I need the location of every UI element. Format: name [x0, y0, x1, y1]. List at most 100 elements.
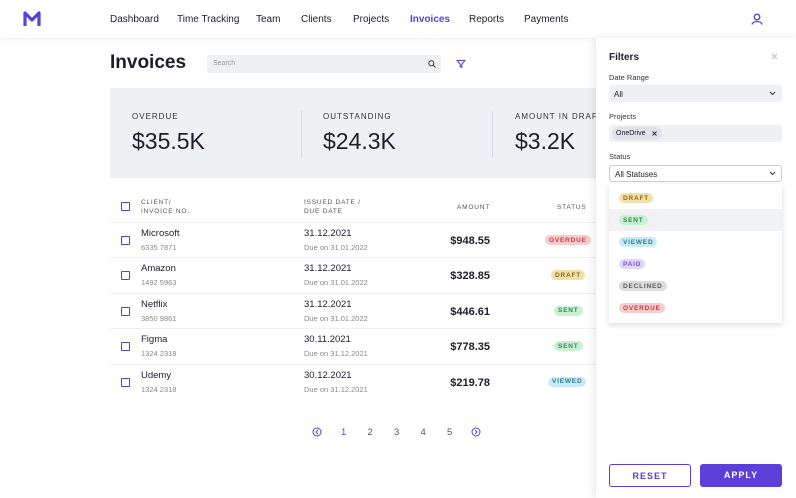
invoice-number: 1324 2318: [141, 349, 177, 359]
column-header: CLIENT/ INVOICE NO.: [141, 199, 190, 215]
chip-remove[interactable]: [651, 131, 657, 136]
row-divider: [110, 257, 596, 259]
status-select[interactable]: All Statuses: [609, 165, 782, 182]
issued-date: 30.12.2021: [304, 369, 352, 381]
page-link[interactable]: 2: [367, 427, 373, 438]
divider: [301, 111, 302, 157]
summary-label: AMOUNT IN DRAFT: [515, 112, 604, 121]
issued-date: 31.12.2021: [304, 298, 352, 310]
dropdown-option[interactable]: DECLINED: [609, 275, 782, 297]
top-nav: Dashboard Time Tracking Team Clients Pro…: [0, 0, 796, 38]
reset-button[interactable]: RESET: [609, 464, 691, 487]
due-date: Due on 31.12.2021: [304, 384, 368, 394]
due-date: Due on 31.01.2022: [304, 313, 368, 323]
status-badge: SENT: [554, 341, 583, 352]
status-badge: DRAFT: [551, 270, 586, 281]
page-current[interactable]: 1: [341, 427, 347, 438]
logo[interactable]: [23, 10, 41, 28]
status-badge: DRAFT: [619, 193, 654, 203]
nav-item[interactable]: Clients: [301, 14, 332, 25]
column-header: STATUS: [557, 204, 587, 211]
status-badge: SENT: [554, 305, 583, 316]
issued-date: 30.11.2021: [304, 334, 351, 346]
page-link[interactable]: 4: [420, 427, 426, 438]
status-badge: OVERDUE: [545, 235, 591, 245]
apply-button[interactable]: APPLY: [700, 464, 782, 487]
row-divider: [110, 328, 596, 330]
amount: $328.85: [450, 270, 490, 283]
row-divider: [110, 363, 596, 365]
checkbox[interactable]: [121, 377, 130, 387]
invoice-number: 3850 9861: [141, 313, 177, 323]
chevron: [769, 171, 776, 176]
client-name: Netflix: [141, 298, 168, 310]
dropdown-option[interactable]: OVERDUE: [609, 297, 782, 319]
client-name: Udemy: [141, 369, 172, 381]
panel-title: Filters: [609, 52, 640, 63]
invoice-number: 1324 2318: [141, 384, 177, 394]
issued-date: 31.12.2021: [304, 263, 352, 275]
due-date: Due on 31.01.2022: [304, 243, 368, 252]
field-label: Projects: [609, 112, 637, 121]
client-name: Amazon: [141, 263, 176, 275]
status-badge: DECLINED: [619, 281, 667, 291]
page-link[interactable]: 5: [447, 427, 453, 438]
amount: $446.61: [450, 305, 490, 318]
row-divider: [110, 222, 596, 223]
status-badge: PAID: [619, 259, 646, 269]
filter-panel: Filters Date Range All Projects OneDrive…: [596, 38, 796, 498]
checkbox[interactable]: [121, 342, 130, 352]
nav-item[interactable]: Reports: [469, 14, 505, 25]
nav-item[interactable]: Projects: [353, 14, 390, 25]
dropdown-option[interactable]: SENT: [609, 209, 782, 231]
profile-icon[interactable]: [751, 13, 763, 25]
summary-value: $24.3K: [323, 128, 396, 154]
status-badge: OVERDUE: [619, 303, 665, 313]
column-header: AMOUNT: [457, 204, 490, 211]
amount: $219.78: [450, 376, 490, 389]
project-chip[interactable]: OneDrive: [612, 127, 662, 140]
amount: $778.35: [450, 341, 490, 354]
checkbox[interactable]: [121, 236, 130, 245]
checkbox[interactable]: [121, 202, 130, 211]
next-page[interactable]: [471, 427, 481, 437]
summary-value: $35.5K: [132, 128, 205, 154]
client-name: Figma: [141, 334, 168, 346]
search-box[interactable]: Search: [207, 55, 441, 73]
field-label: Date Range: [609, 73, 650, 82]
issued-date: 31.12.2021: [304, 228, 352, 239]
checkbox[interactable]: [121, 306, 130, 316]
due-date: Due on 31.12.2021: [304, 349, 368, 359]
prev-page[interactable]: [312, 427, 322, 437]
status-dropdown: DRAFT SENT VIEWED PAID DECLINED OVERDUE: [609, 184, 782, 323]
amount: $948.55: [450, 235, 490, 247]
nav-item[interactable]: Dashboard: [110, 14, 159, 25]
nav-item[interactable]: Time Tracking: [177, 14, 240, 25]
summary-value: $3.2K: [515, 128, 576, 154]
dropdown-option[interactable]: DRAFT: [609, 187, 782, 209]
client-name: Microsoft: [141, 228, 180, 239]
nav-item-active[interactable]: Invoices: [410, 14, 451, 25]
summary-card: OVERDUE $35.5K OUTSTANDING $24.3K AMOUNT…: [110, 88, 603, 178]
close-icon[interactable]: [771, 53, 778, 60]
field-label: Status: [609, 152, 631, 161]
status-badge: SENT: [619, 215, 648, 225]
invoice-number: 6335 7871: [141, 243, 177, 252]
search-placeholder: Search: [213, 60, 236, 67]
nav-item[interactable]: Payments: [524, 14, 569, 25]
divider: [492, 111, 493, 157]
page-link[interactable]: 3: [394, 427, 400, 438]
filter-icon[interactable]: [456, 59, 466, 69]
date-range-select[interactable]: All: [609, 85, 782, 102]
invoice-number: 1492 5963: [141, 278, 177, 288]
nav-item[interactable]: Team: [256, 14, 281, 25]
row-divider: [110, 292, 596, 294]
summary-label: OUTSTANDING: [323, 112, 392, 121]
due-date: Due on 31.01.2022: [304, 278, 368, 288]
checkbox[interactable]: [121, 271, 130, 281]
summary-label: OVERDUE: [132, 112, 179, 121]
projects-select[interactable]: OneDrive: [609, 125, 782, 142]
dropdown-option[interactable]: PAID: [609, 253, 782, 275]
dropdown-option[interactable]: VIEWED: [609, 231, 782, 253]
